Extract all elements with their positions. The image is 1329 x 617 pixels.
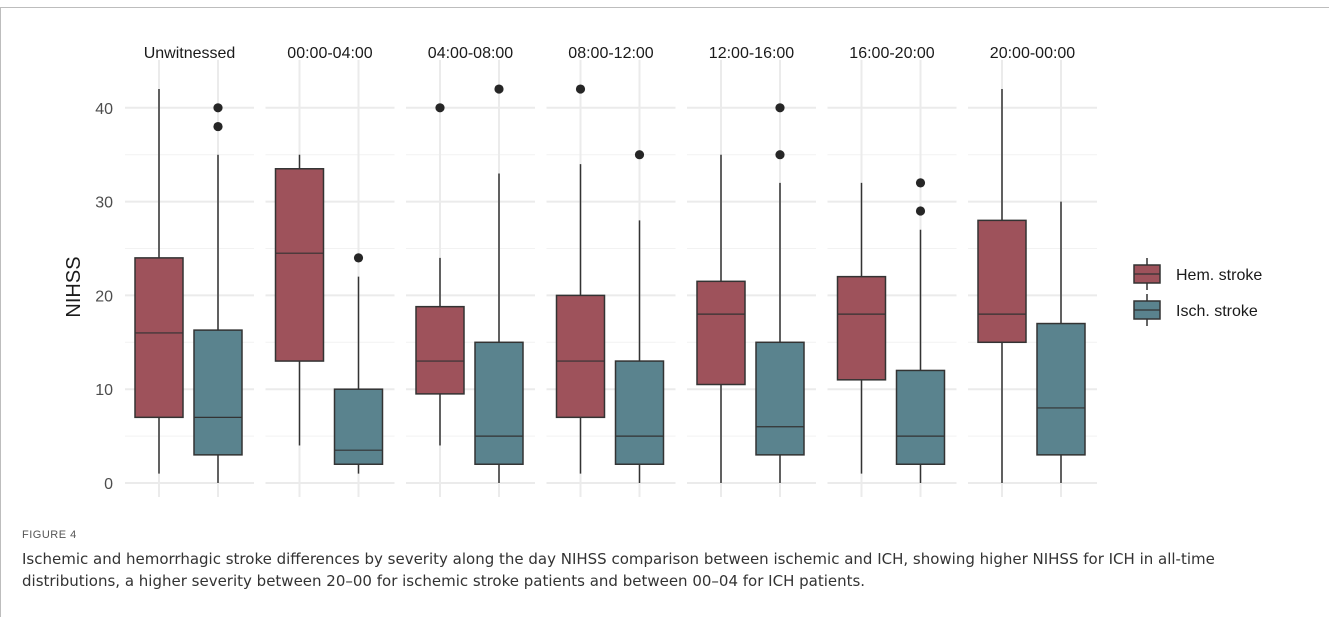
box-iqr bbox=[897, 370, 945, 464]
outlier-point bbox=[775, 150, 784, 159]
boxplot-hem-1 bbox=[276, 155, 324, 446]
y-tick-label-20: 20 bbox=[95, 288, 113, 305]
box-iqr bbox=[276, 169, 324, 361]
box-iqr bbox=[616, 361, 664, 464]
boxplot-hem-4 bbox=[697, 155, 745, 483]
outlier-point bbox=[576, 84, 585, 93]
legend-label: Hem. stroke bbox=[1176, 267, 1262, 284]
box-iqr bbox=[838, 277, 886, 380]
outlier-point bbox=[916, 206, 925, 215]
legend-item-isch: Isch. stroke bbox=[1134, 294, 1258, 326]
y-tick-label-0: 0 bbox=[104, 476, 113, 493]
y-tick-label-10: 10 bbox=[95, 382, 113, 399]
facet-label-4: 12:00-16:00 bbox=[709, 45, 795, 62]
legend-item-hem: Hem. stroke bbox=[1134, 258, 1262, 290]
outlier-point bbox=[435, 103, 444, 112]
figure-label: FIGURE 4 bbox=[22, 529, 77, 541]
facet-label-2: 04:00-08:00 bbox=[428, 45, 514, 62]
facet-label-0: Unwitnessed bbox=[144, 45, 236, 62]
boxplot-hem-6 bbox=[978, 89, 1026, 483]
y-tick-label-30: 30 bbox=[95, 195, 113, 212]
box-iqr bbox=[978, 220, 1026, 342]
boxplot-isch-0 bbox=[194, 103, 242, 483]
outlier-point bbox=[635, 150, 644, 159]
outlier-point bbox=[354, 253, 363, 262]
y-tick-label-40: 40 bbox=[95, 101, 113, 118]
outlier-point bbox=[916, 178, 925, 187]
facet-label-5: 16:00-20:00 bbox=[849, 45, 935, 62]
facet-label-1: 00:00-04:00 bbox=[287, 45, 373, 62]
legend-label: Isch. stroke bbox=[1176, 303, 1258, 320]
nihss-boxplot-chart: 0 10 20 30 40 NIHSS Unwitnessed 00:00-04:00 04:0… bbox=[0, 0, 1329, 520]
box-iqr bbox=[416, 307, 464, 394]
box-iqr bbox=[756, 342, 804, 455]
boxplot-isch-1 bbox=[335, 253, 383, 473]
box-iqr bbox=[1037, 324, 1085, 455]
box-iqr bbox=[475, 342, 523, 464]
box-iqr bbox=[194, 330, 242, 455]
outlier-point bbox=[775, 103, 784, 112]
boxplot-hem-5 bbox=[838, 183, 886, 474]
outlier-point bbox=[494, 84, 503, 93]
box-iqr bbox=[335, 389, 383, 464]
outlier-point bbox=[213, 122, 222, 131]
boxplot-isch-6 bbox=[1037, 202, 1085, 483]
facet-label-3: 08:00-12:00 bbox=[568, 45, 654, 62]
boxplot-hem-0 bbox=[135, 89, 183, 474]
facet-label-6: 20:00-00:00 bbox=[990, 45, 1076, 62]
figure-caption: Ischemic and hemorrhagic stroke differen… bbox=[22, 548, 1312, 592]
box-iqr bbox=[557, 295, 605, 417]
outlier-point bbox=[213, 103, 222, 112]
box-iqr bbox=[135, 258, 183, 417]
box-iqr bbox=[697, 281, 745, 384]
y-axis-title: NIHSS bbox=[63, 256, 85, 317]
